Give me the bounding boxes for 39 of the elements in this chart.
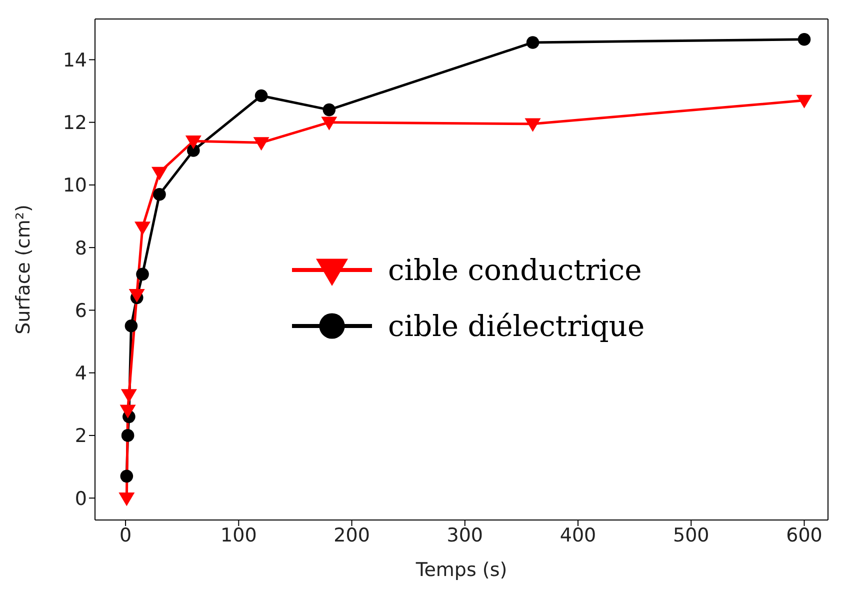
y-tick-label: 2 [74, 425, 87, 448]
point [153, 188, 166, 201]
x-tick-label: 400 [560, 524, 596, 546]
y-tick-label: 12 [62, 112, 87, 134]
point [796, 94, 812, 108]
point [120, 470, 134, 483]
point [118, 492, 135, 506]
legend-label: cible conductrice [388, 253, 642, 287]
point [322, 103, 336, 116]
x-axis-title: Temps (s) [414, 559, 508, 581]
point [120, 389, 137, 403]
y-tick-label: 4 [74, 362, 87, 385]
legend-label: cible diélectrique [388, 309, 645, 343]
x-tick-label: 300 [446, 524, 484, 546]
x-tick-label: 0 [119, 524, 132, 546]
y-tick-label: 8 [74, 237, 87, 260]
point [254, 89, 268, 102]
point [134, 222, 151, 236]
point [121, 429, 134, 442]
point [151, 166, 168, 180]
point [526, 36, 540, 49]
point [253, 137, 270, 151]
x-tick-label: 200 [334, 524, 370, 546]
x-tick-label: 600 [786, 524, 822, 546]
point [128, 288, 145, 303]
x-tick-label: 100 [220, 524, 257, 546]
y-tick-label: 6 [74, 300, 87, 322]
point [120, 404, 136, 418]
y-tick-label: 14 [62, 49, 87, 72]
y-tick-label: 10 [62, 174, 87, 197]
point [321, 116, 338, 130]
point [524, 118, 541, 132]
y-axis-title: Surface (cm²) [12, 204, 35, 334]
point [798, 32, 811, 46]
y-tick-label: 0 [74, 488, 87, 510]
point [185, 136, 202, 150]
point [136, 268, 149, 281]
point [124, 319, 138, 332]
x-tick-label: 500 [672, 524, 710, 546]
